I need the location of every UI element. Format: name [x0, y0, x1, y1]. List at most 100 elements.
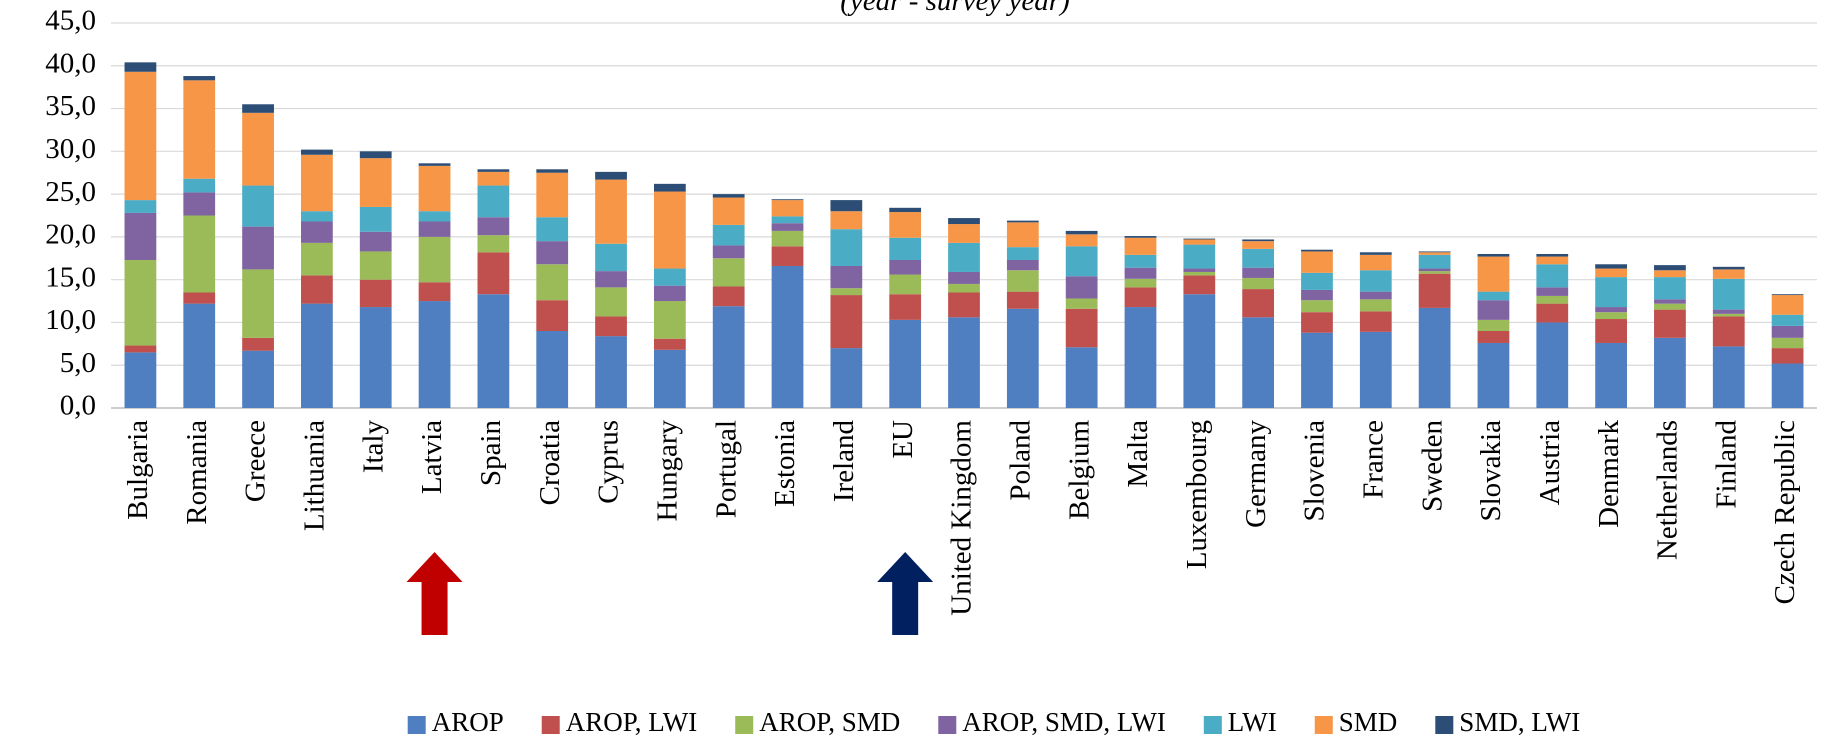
bar-segment — [1183, 244, 1216, 269]
bar-segment — [653, 183, 686, 192]
y-tick-label: 0,0 — [60, 390, 96, 422]
bar-segment — [1065, 298, 1098, 309]
bar-segment — [653, 268, 686, 286]
bar-segment — [1301, 249, 1333, 252]
bar-segment — [477, 185, 510, 218]
x-tick-label: United Kingdom — [946, 420, 978, 616]
bar-segment — [359, 158, 392, 207]
x-tick-label: Czech Republic — [1769, 420, 1801, 604]
bar-segment — [1065, 276, 1098, 299]
bar-segment — [418, 221, 451, 237]
arrow — [406, 552, 463, 635]
bar-segment — [1242, 267, 1275, 278]
bar-segment — [242, 337, 274, 351]
bar-segment — [712, 286, 745, 307]
bar-segment — [1359, 311, 1392, 332]
chart-subtitle: (year - survey year) — [840, 0, 1069, 17]
bar-segment — [1654, 309, 1686, 338]
bar-segment — [536, 241, 569, 265]
legend-swatch — [1203, 716, 1222, 734]
x-tick-label: Hungary — [652, 420, 684, 522]
x-tick-label: Luxembourg — [1181, 420, 1213, 569]
bar-segment — [1242, 317, 1275, 408]
legend-swatch — [938, 716, 957, 734]
bar-segment — [1595, 342, 1627, 408]
x-tick-label: Belgium — [1063, 420, 1095, 520]
bar-segment — [1301, 300, 1333, 313]
bar-segment — [889, 212, 922, 238]
bar-segment — [242, 226, 274, 270]
bar-segment — [771, 246, 804, 266]
bar-segment — [889, 259, 922, 275]
legend-swatch — [1435, 716, 1454, 734]
bar-segment — [712, 258, 745, 287]
x-tick-label: Poland — [1004, 420, 1036, 501]
bar-segment — [1536, 322, 1569, 408]
bar-segment — [948, 224, 980, 243]
x-tick-label: Estonia — [769, 420, 801, 507]
bar-segment — [1065, 230, 1098, 235]
bar-segment — [183, 215, 216, 293]
bar-segment — [1595, 307, 1627, 313]
bar-segment — [1418, 271, 1451, 274]
bar-segment — [1595, 277, 1627, 308]
bar-segment — [1301, 272, 1333, 290]
bar-segment — [1712, 346, 1745, 408]
x-tick-label: Bulgaria — [122, 420, 154, 520]
bar-segment — [1124, 307, 1157, 408]
bar-segment — [1536, 287, 1569, 296]
bar-segment — [1301, 312, 1333, 333]
bar-segment — [1242, 241, 1275, 249]
bar-segment — [1124, 278, 1157, 288]
bar-segment — [1065, 246, 1098, 277]
legend-swatch — [1314, 716, 1333, 734]
bar-segment — [948, 283, 980, 293]
bar-segment — [1771, 348, 1804, 364]
bar-segment — [301, 303, 333, 408]
bar-segment — [301, 149, 333, 155]
bar-segment — [418, 211, 451, 222]
bar-segment — [830, 229, 863, 266]
bar-segment — [536, 300, 569, 331]
bar-segment — [1183, 238, 1216, 240]
bar-segment — [653, 285, 686, 302]
bar-segment — [183, 178, 216, 193]
bar-segment — [124, 259, 157, 346]
x-tick-label: Italy — [357, 420, 389, 474]
x-tick-label: Germany — [1240, 420, 1272, 528]
bar-segment — [1654, 265, 1686, 271]
x-tick-label: Austria — [1534, 420, 1566, 506]
bar-segment — [242, 112, 274, 186]
bar-segment — [124, 345, 157, 353]
bar-segment — [477, 217, 510, 236]
bar-segment — [1124, 237, 1157, 255]
bar-segment — [242, 269, 274, 338]
bar-segment — [359, 151, 392, 159]
bar-segment — [1595, 312, 1627, 320]
bar-segment — [1418, 252, 1451, 255]
x-tick-label: France — [1357, 420, 1389, 499]
legend-swatch — [541, 716, 560, 734]
bar-segment — [359, 307, 392, 408]
x-tick-label: Malta — [1122, 420, 1154, 488]
bar-segment — [124, 71, 157, 201]
bar-segment — [948, 218, 980, 225]
bar-segment — [889, 319, 922, 408]
bar-segment — [595, 271, 627, 288]
legend-swatch — [407, 716, 426, 734]
bar-segment — [1654, 270, 1686, 278]
bar-segment — [418, 236, 451, 283]
bar-segment — [1771, 295, 1804, 315]
bar-segment — [536, 172, 569, 218]
bar-segment — [771, 265, 804, 408]
bar-segment — [771, 216, 804, 224]
bar-segment — [124, 62, 157, 72]
legend-label: SMD — [1339, 707, 1398, 737]
bar-segment — [595, 336, 627, 408]
y-tick-label: 10,0 — [45, 304, 96, 336]
bar-segment — [359, 251, 392, 280]
bar-segment — [771, 200, 804, 217]
bar-segment — [183, 292, 216, 304]
bar-segment — [1359, 252, 1392, 255]
